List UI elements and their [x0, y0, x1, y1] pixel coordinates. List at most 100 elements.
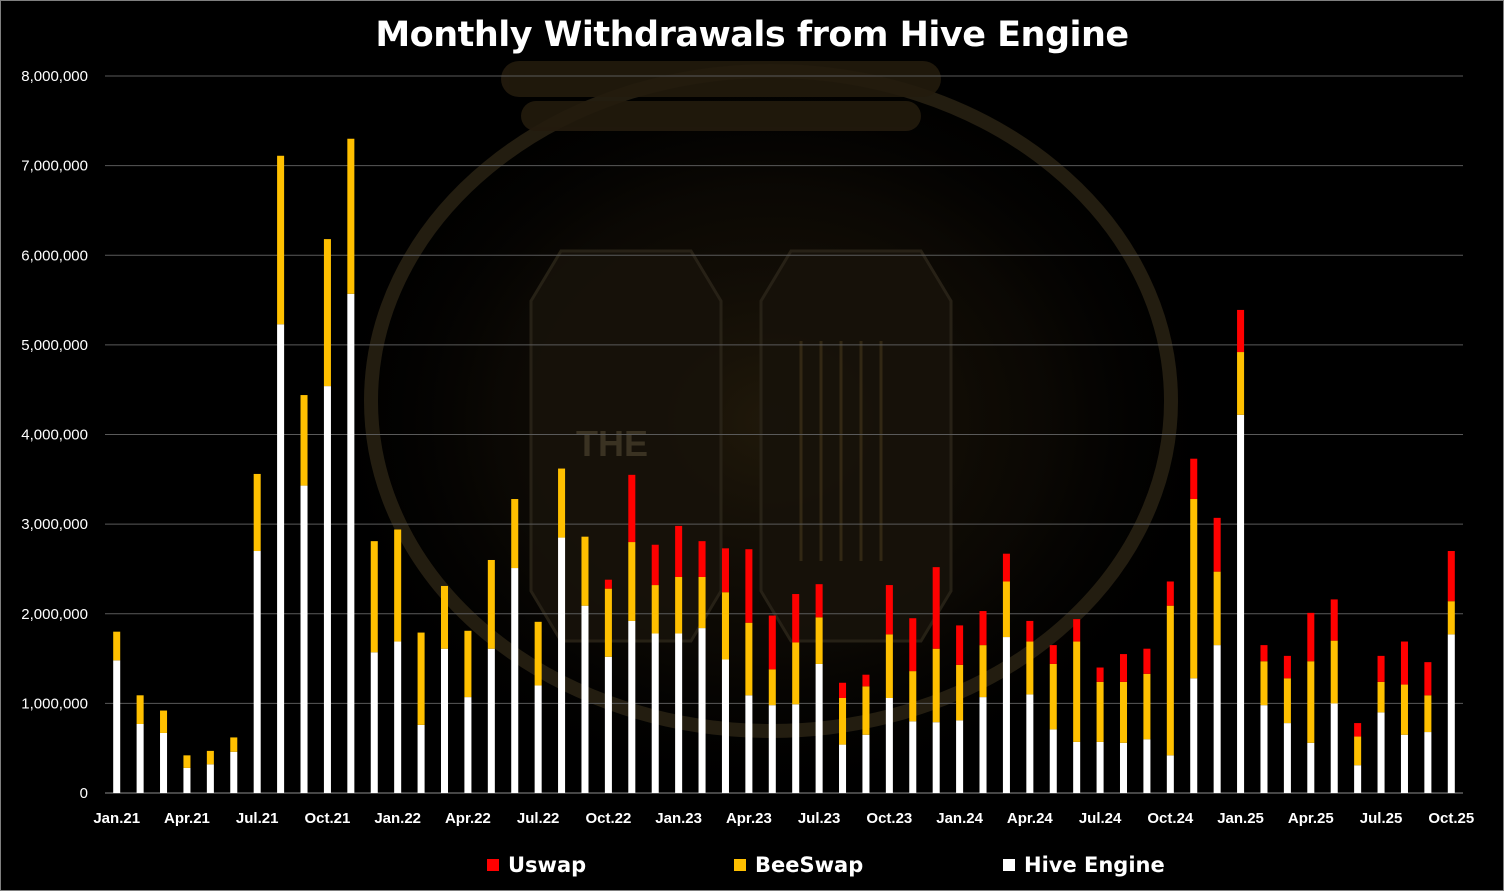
bar-uswap — [1400, 641, 1408, 685]
bar-uswap — [1002, 553, 1010, 582]
bar-uswap — [1119, 654, 1128, 682]
bar-hive-engine — [277, 324, 285, 793]
bar-hive-engine — [581, 605, 589, 793]
bar-beeswap — [628, 542, 636, 621]
bar-uswap — [1283, 655, 1291, 679]
bar-uswap — [1330, 599, 1338, 641]
bar-uswap — [862, 674, 870, 687]
bar-beeswap — [300, 395, 308, 486]
bar-uswap — [815, 584, 823, 618]
bar-beeswap — [230, 737, 238, 752]
bar-uswap — [979, 611, 987, 646]
bar-beeswap — [347, 138, 355, 294]
x-tick-label: Apr.21 — [164, 810, 210, 827]
bar-beeswap — [604, 588, 612, 657]
bar-uswap — [1237, 309, 1245, 353]
y-tick-label: 6,000,000 — [21, 247, 88, 264]
bar-hive-engine — [792, 704, 800, 793]
chart-title: Monthly Withdrawals from Hive Engine — [375, 15, 1129, 55]
y-tick-label: 8,000,000 — [21, 68, 88, 85]
bar-beeswap — [862, 686, 870, 735]
bar-hive-engine — [347, 293, 355, 793]
bar-hive-engine — [1073, 741, 1081, 793]
x-tick-label: Jan.22 — [374, 810, 421, 827]
bar-beeswap — [979, 645, 987, 698]
bar-hive-engine — [1166, 755, 1174, 793]
x-tick-label: Jul.23 — [798, 810, 841, 827]
bar-uswap — [698, 541, 706, 578]
y-tick-label: 0 — [80, 785, 88, 802]
bar-uswap — [1377, 655, 1385, 682]
bar-hive-engine — [1354, 765, 1362, 793]
legend-label-uswap: Uswap — [508, 853, 587, 877]
legend-label-beeswap: BeeSwap — [755, 853, 864, 877]
bar-beeswap — [1073, 641, 1081, 742]
bar-hive-engine — [909, 721, 917, 793]
bar-uswap — [1260, 645, 1268, 662]
bar-beeswap — [1447, 601, 1455, 635]
bar-beeswap — [675, 577, 683, 634]
x-tick-label: Oct.25 — [1428, 810, 1474, 827]
bar-beeswap — [1307, 661, 1315, 743]
bar-beeswap — [721, 592, 729, 660]
bar-hive-engine — [394, 641, 402, 793]
bar-beeswap — [1026, 641, 1034, 695]
x-tick-label: Oct.22 — [585, 810, 631, 827]
bar-uswap — [1307, 612, 1315, 662]
bar-hive-engine — [604, 656, 612, 793]
bar-hive-engine — [183, 767, 191, 793]
bar-hive-engine — [136, 723, 144, 793]
y-tick-label: 2,000,000 — [21, 606, 88, 623]
bar-hive-engine — [651, 633, 659, 793]
x-tick-label: Jul.21 — [236, 810, 279, 827]
x-tick-label: Oct.24 — [1147, 810, 1194, 827]
bar-uswap — [1190, 458, 1198, 500]
bar-hive-engine — [979, 697, 987, 793]
bar-hive-engine — [839, 744, 847, 793]
x-tick-label: Jan.23 — [655, 810, 702, 827]
x-tick-label: Oct.23 — [866, 810, 912, 827]
bar-beeswap — [253, 473, 261, 552]
legend-item-hive-engine: Hive Engine — [1003, 853, 1165, 877]
bar-beeswap — [768, 669, 776, 706]
bar-uswap — [675, 525, 683, 578]
bar-beeswap — [440, 585, 449, 649]
bar-hive-engine — [862, 734, 870, 793]
legend-item-beeswap: BeeSwap — [734, 853, 863, 877]
bar-beeswap — [698, 577, 706, 629]
bar-beeswap — [745, 622, 753, 696]
bar-hive-engine — [1307, 742, 1315, 793]
bar-beeswap — [511, 499, 519, 569]
bar-beeswap — [1002, 581, 1010, 638]
x-tick-label: Apr.24 — [1007, 810, 1054, 827]
bar-hive-engine — [1447, 634, 1455, 793]
bar-hive-engine — [1237, 414, 1245, 793]
bar-uswap — [1166, 581, 1174, 606]
bar-hive-engine — [113, 660, 121, 793]
bar-beeswap — [932, 648, 940, 723]
legend: Uswap BeeSwap Hive Engine — [1, 853, 1503, 883]
bar-beeswap — [1213, 571, 1221, 646]
bar-beeswap — [1377, 681, 1385, 713]
bar-uswap — [1447, 551, 1455, 602]
bar-beeswap — [885, 634, 893, 698]
bar-beeswap — [1119, 681, 1128, 743]
bar-uswap — [909, 618, 917, 672]
legend-swatch-beeswap — [734, 859, 746, 871]
bar-beeswap — [1096, 681, 1104, 742]
x-tick-label: Apr.22 — [445, 810, 491, 827]
bar-hive-engine — [417, 724, 425, 793]
bar-hive-engine — [1026, 694, 1034, 793]
x-tick-label: Jul.24 — [1079, 810, 1122, 827]
bar-uswap — [1096, 667, 1104, 682]
bar-hive-engine — [464, 697, 472, 793]
bar-uswap — [1213, 517, 1221, 572]
bar-hive-engine — [768, 705, 776, 793]
bar-beeswap — [1260, 661, 1268, 706]
bar-beeswap — [417, 632, 425, 725]
bar-beeswap — [909, 671, 917, 722]
bar-uswap — [932, 567, 940, 649]
bar-hive-engine — [440, 648, 449, 793]
bar-uswap — [956, 625, 964, 665]
